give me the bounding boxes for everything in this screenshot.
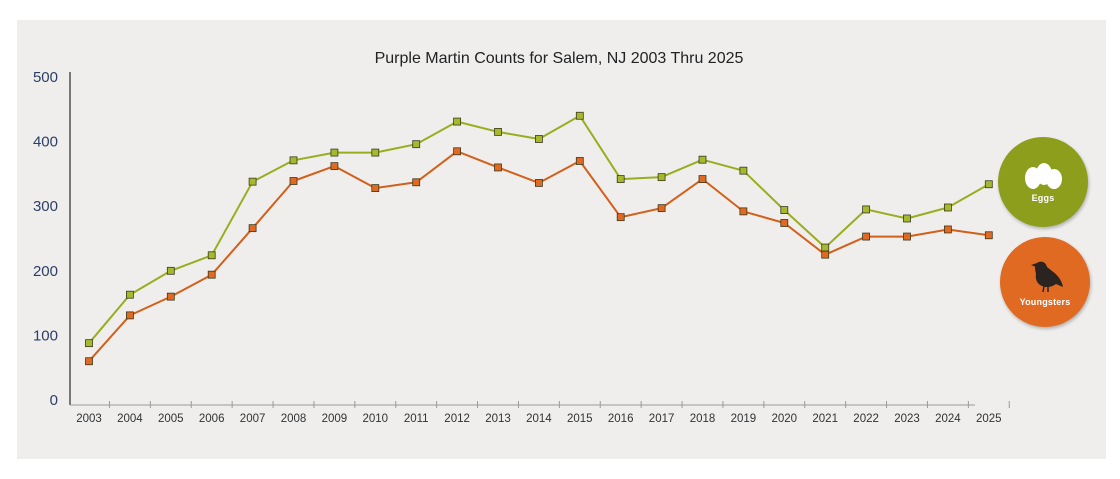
data-point-eggs <box>207 251 216 260</box>
x-tick-label: 2017 <box>649 413 675 425</box>
data-point-youngsters <box>453 147 462 156</box>
data-point-youngsters <box>780 219 789 227</box>
y-tick-label: 300 <box>33 198 58 215</box>
x-tick-label: 2012 <box>444 413 470 425</box>
x-tick-label: 2003 <box>76 413 102 425</box>
data-point-eggs <box>903 214 911 223</box>
data-point-eggs <box>821 243 830 252</box>
data-point-eggs <box>944 203 952 212</box>
data-point-youngsters <box>207 270 216 279</box>
x-tick-label: 2019 <box>731 413 757 425</box>
x-tick-label: 2009 <box>322 413 348 425</box>
data-point-youngsters <box>85 357 93 366</box>
x-tick-label: 2013 <box>485 413 511 425</box>
x-tick-label: 2022 <box>853 413 879 425</box>
series-markers <box>85 111 993 366</box>
x-tick-label: 2010 <box>363 413 389 425</box>
data-point-eggs <box>289 156 298 165</box>
legend-item-youngsters: Youngsters <box>1000 237 1090 327</box>
series-line-eggs <box>88 114 990 344</box>
y-tick-label: 100 <box>33 327 58 344</box>
x-tick-label: 2008 <box>281 413 307 425</box>
x-tick-label: 2020 <box>772 413 798 425</box>
y-tick-labels: 0 100 200 300 400 500 <box>33 69 58 409</box>
data-point-eggs <box>535 135 543 143</box>
data-point-youngsters <box>821 250 830 259</box>
data-point-eggs <box>780 206 789 214</box>
chart-panel: Purple Martin Counts for Salem, NJ 2003 … <box>17 20 1106 459</box>
data-point-eggs <box>166 266 175 275</box>
data-point-eggs <box>371 148 380 157</box>
x-tick-label: 2023 <box>894 413 920 425</box>
data-point-youngsters <box>412 178 421 187</box>
data-point-youngsters <box>289 177 298 185</box>
chart-title: Purple Martin Counts for Salem, NJ 2003 … <box>375 50 744 67</box>
x-tick-label: 2015 <box>567 413 593 425</box>
data-point-youngsters <box>330 162 339 171</box>
x-tick-label: 2021 <box>812 413 838 425</box>
x-tick-label: 2024 <box>935 413 961 425</box>
series-lines <box>88 114 990 362</box>
bird-icon <box>1031 261 1063 293</box>
data-point-eggs <box>862 205 870 214</box>
data-point-youngsters <box>944 225 952 234</box>
data-point-youngsters <box>862 232 870 241</box>
data-point-eggs <box>412 140 421 149</box>
legend-label-eggs: Eggs <box>1031 193 1055 203</box>
data-point-eggs <box>657 173 666 182</box>
data-point-eggs <box>575 111 584 120</box>
y-tick-label: 400 <box>33 134 58 151</box>
x-tick-label: 2016 <box>608 413 634 425</box>
data-point-eggs <box>698 155 707 164</box>
data-point-youngsters <box>166 292 175 301</box>
x-tick-label: 2011 <box>404 413 429 425</box>
data-point-eggs <box>85 339 93 348</box>
data-point-youngsters <box>616 213 625 222</box>
data-point-youngsters <box>903 232 911 241</box>
x-tick-label: 2014 <box>526 413 552 425</box>
data-point-eggs <box>330 148 339 157</box>
data-point-youngsters <box>698 175 707 183</box>
data-point-youngsters <box>739 207 748 216</box>
y-tick-label: 0 <box>50 392 58 409</box>
x-tick-label: 2006 <box>199 413 225 425</box>
legend-label-youngsters: Youngsters <box>1019 297 1071 307</box>
data-point-youngsters <box>984 231 993 240</box>
data-point-youngsters <box>126 311 134 320</box>
x-tick-label: 2005 <box>158 413 184 425</box>
x-tick-label: 2018 <box>690 413 716 425</box>
legend-item-eggs: Eggs <box>998 137 1088 227</box>
data-point-eggs <box>739 166 748 175</box>
data-point-youngsters <box>371 184 380 193</box>
y-tick-label: 500 <box>33 69 58 86</box>
y-tick-label: 200 <box>33 263 58 280</box>
data-point-youngsters <box>248 224 257 233</box>
x-tick-label: 2025 <box>976 413 1002 425</box>
data-point-eggs <box>494 128 502 136</box>
x-tick-label: 2004 <box>117 413 143 425</box>
data-point-youngsters <box>575 157 584 165</box>
x-tick-labels: 2003 2004 2005 2006 2007 2008 2009 2010 2011 2012… <box>76 413 1001 425</box>
data-point-eggs <box>616 175 625 183</box>
data-point-eggs <box>984 180 993 189</box>
data-point-youngsters <box>535 179 543 187</box>
data-point-eggs <box>126 290 134 299</box>
data-point-eggs <box>453 117 462 126</box>
line-chart: Purple Martin Counts for Salem, NJ 2003 … <box>33 50 1010 425</box>
data-point-eggs <box>248 177 257 186</box>
x-tick-label: 2007 <box>240 413 266 425</box>
chart-axes <box>69 72 1010 408</box>
data-point-youngsters <box>657 204 666 213</box>
eggs-icon <box>1025 163 1062 189</box>
data-point-youngsters <box>494 163 502 172</box>
